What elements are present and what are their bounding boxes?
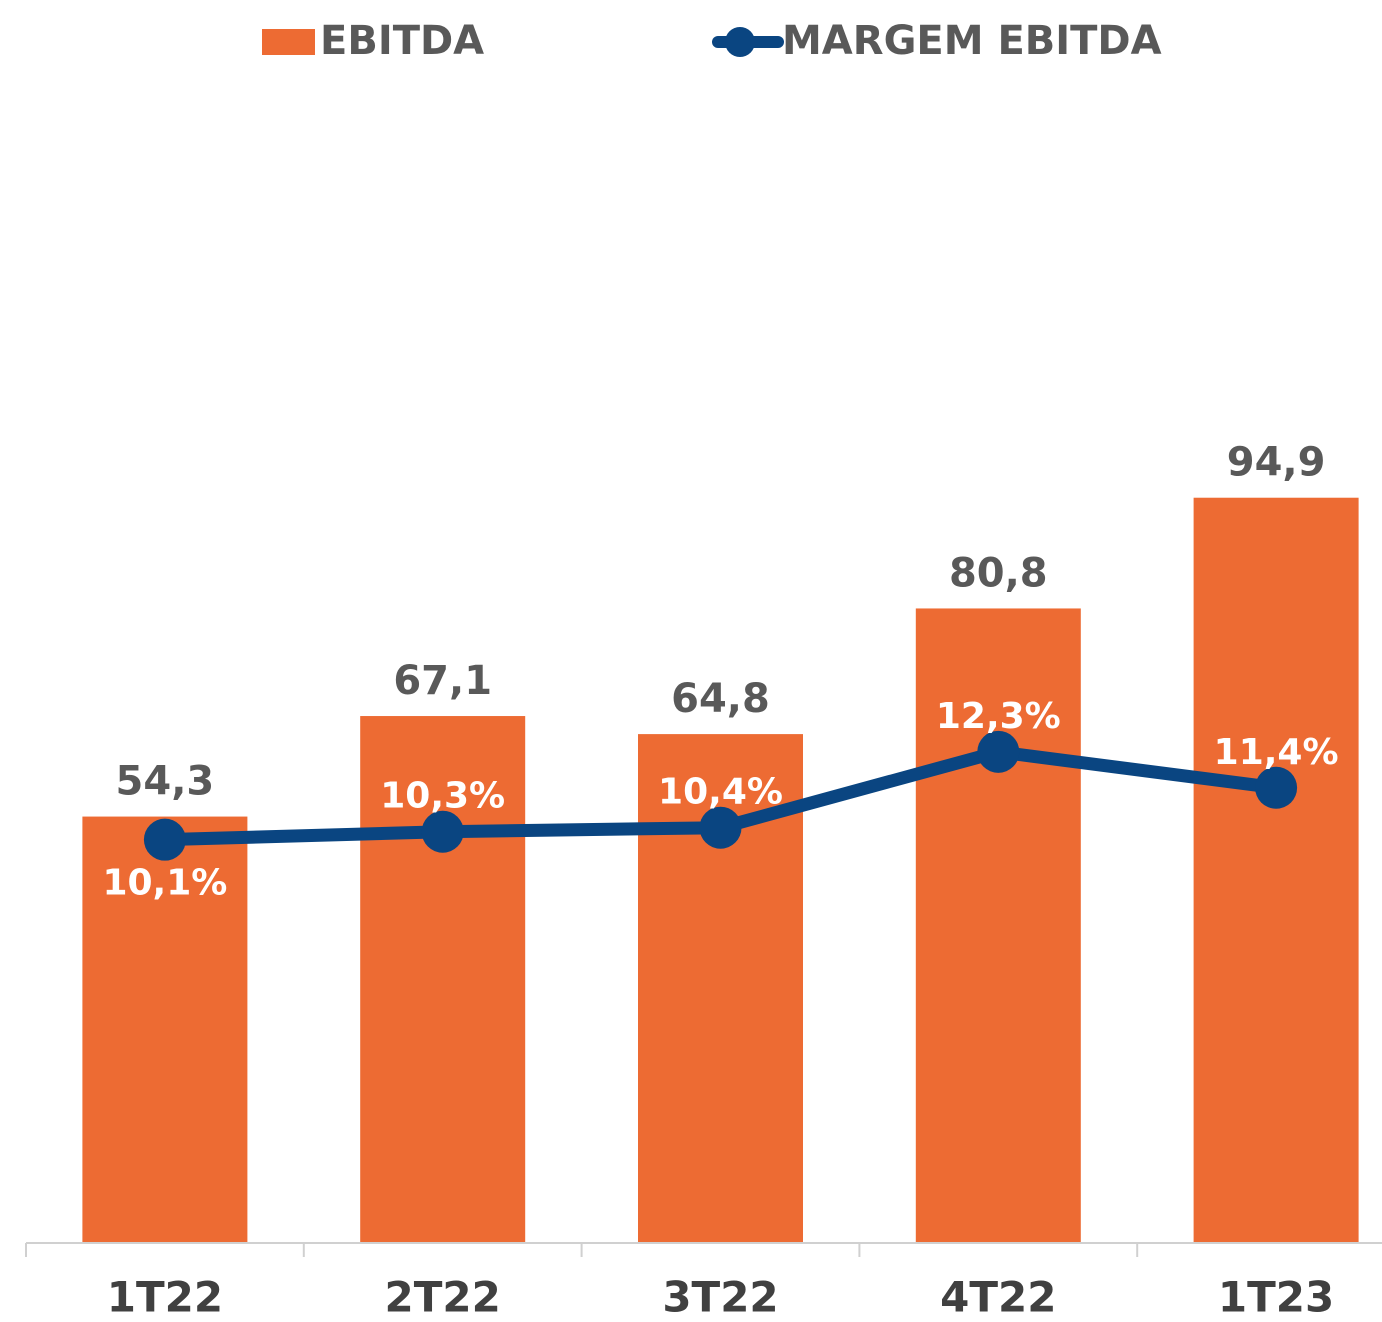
bar-value-label: 67,1 (393, 658, 492, 704)
line-marker (143, 818, 186, 861)
x-tick-label: 1T22 (107, 1273, 223, 1322)
line-marker (1255, 766, 1298, 809)
bar (360, 716, 526, 1243)
line-value-label: 10,4% (658, 772, 783, 813)
legend-swatch-bar (262, 29, 315, 55)
bar-value-label: 80,8 (949, 550, 1048, 596)
legend-swatch-marker (725, 27, 755, 57)
legend-label: MARGEM EBITDA (782, 18, 1162, 64)
bar-value-label: 64,8 (671, 676, 770, 722)
line-value-label: 10,3% (380, 776, 505, 817)
line-value-label: 10,1% (102, 863, 227, 904)
bar-value-label: 94,9 (1227, 440, 1326, 486)
bar (915, 608, 1081, 1243)
line-value-label: 11,4% (1214, 732, 1339, 773)
x-tick-label: 4T22 (940, 1273, 1056, 1322)
x-tick-label: 3T22 (662, 1273, 778, 1322)
legend-label: EBITDA (320, 18, 484, 64)
bar (1193, 497, 1359, 1244)
bar-value-label: 54,3 (116, 759, 215, 805)
line-marker (977, 730, 1020, 773)
line-marker (421, 810, 464, 853)
line-marker (699, 806, 742, 849)
line-value-label: 12,3% (936, 696, 1061, 737)
x-tick-label: 1T23 (1218, 1273, 1334, 1322)
bar (82, 816, 248, 1243)
x-tick-label: 2T22 (385, 1273, 501, 1322)
